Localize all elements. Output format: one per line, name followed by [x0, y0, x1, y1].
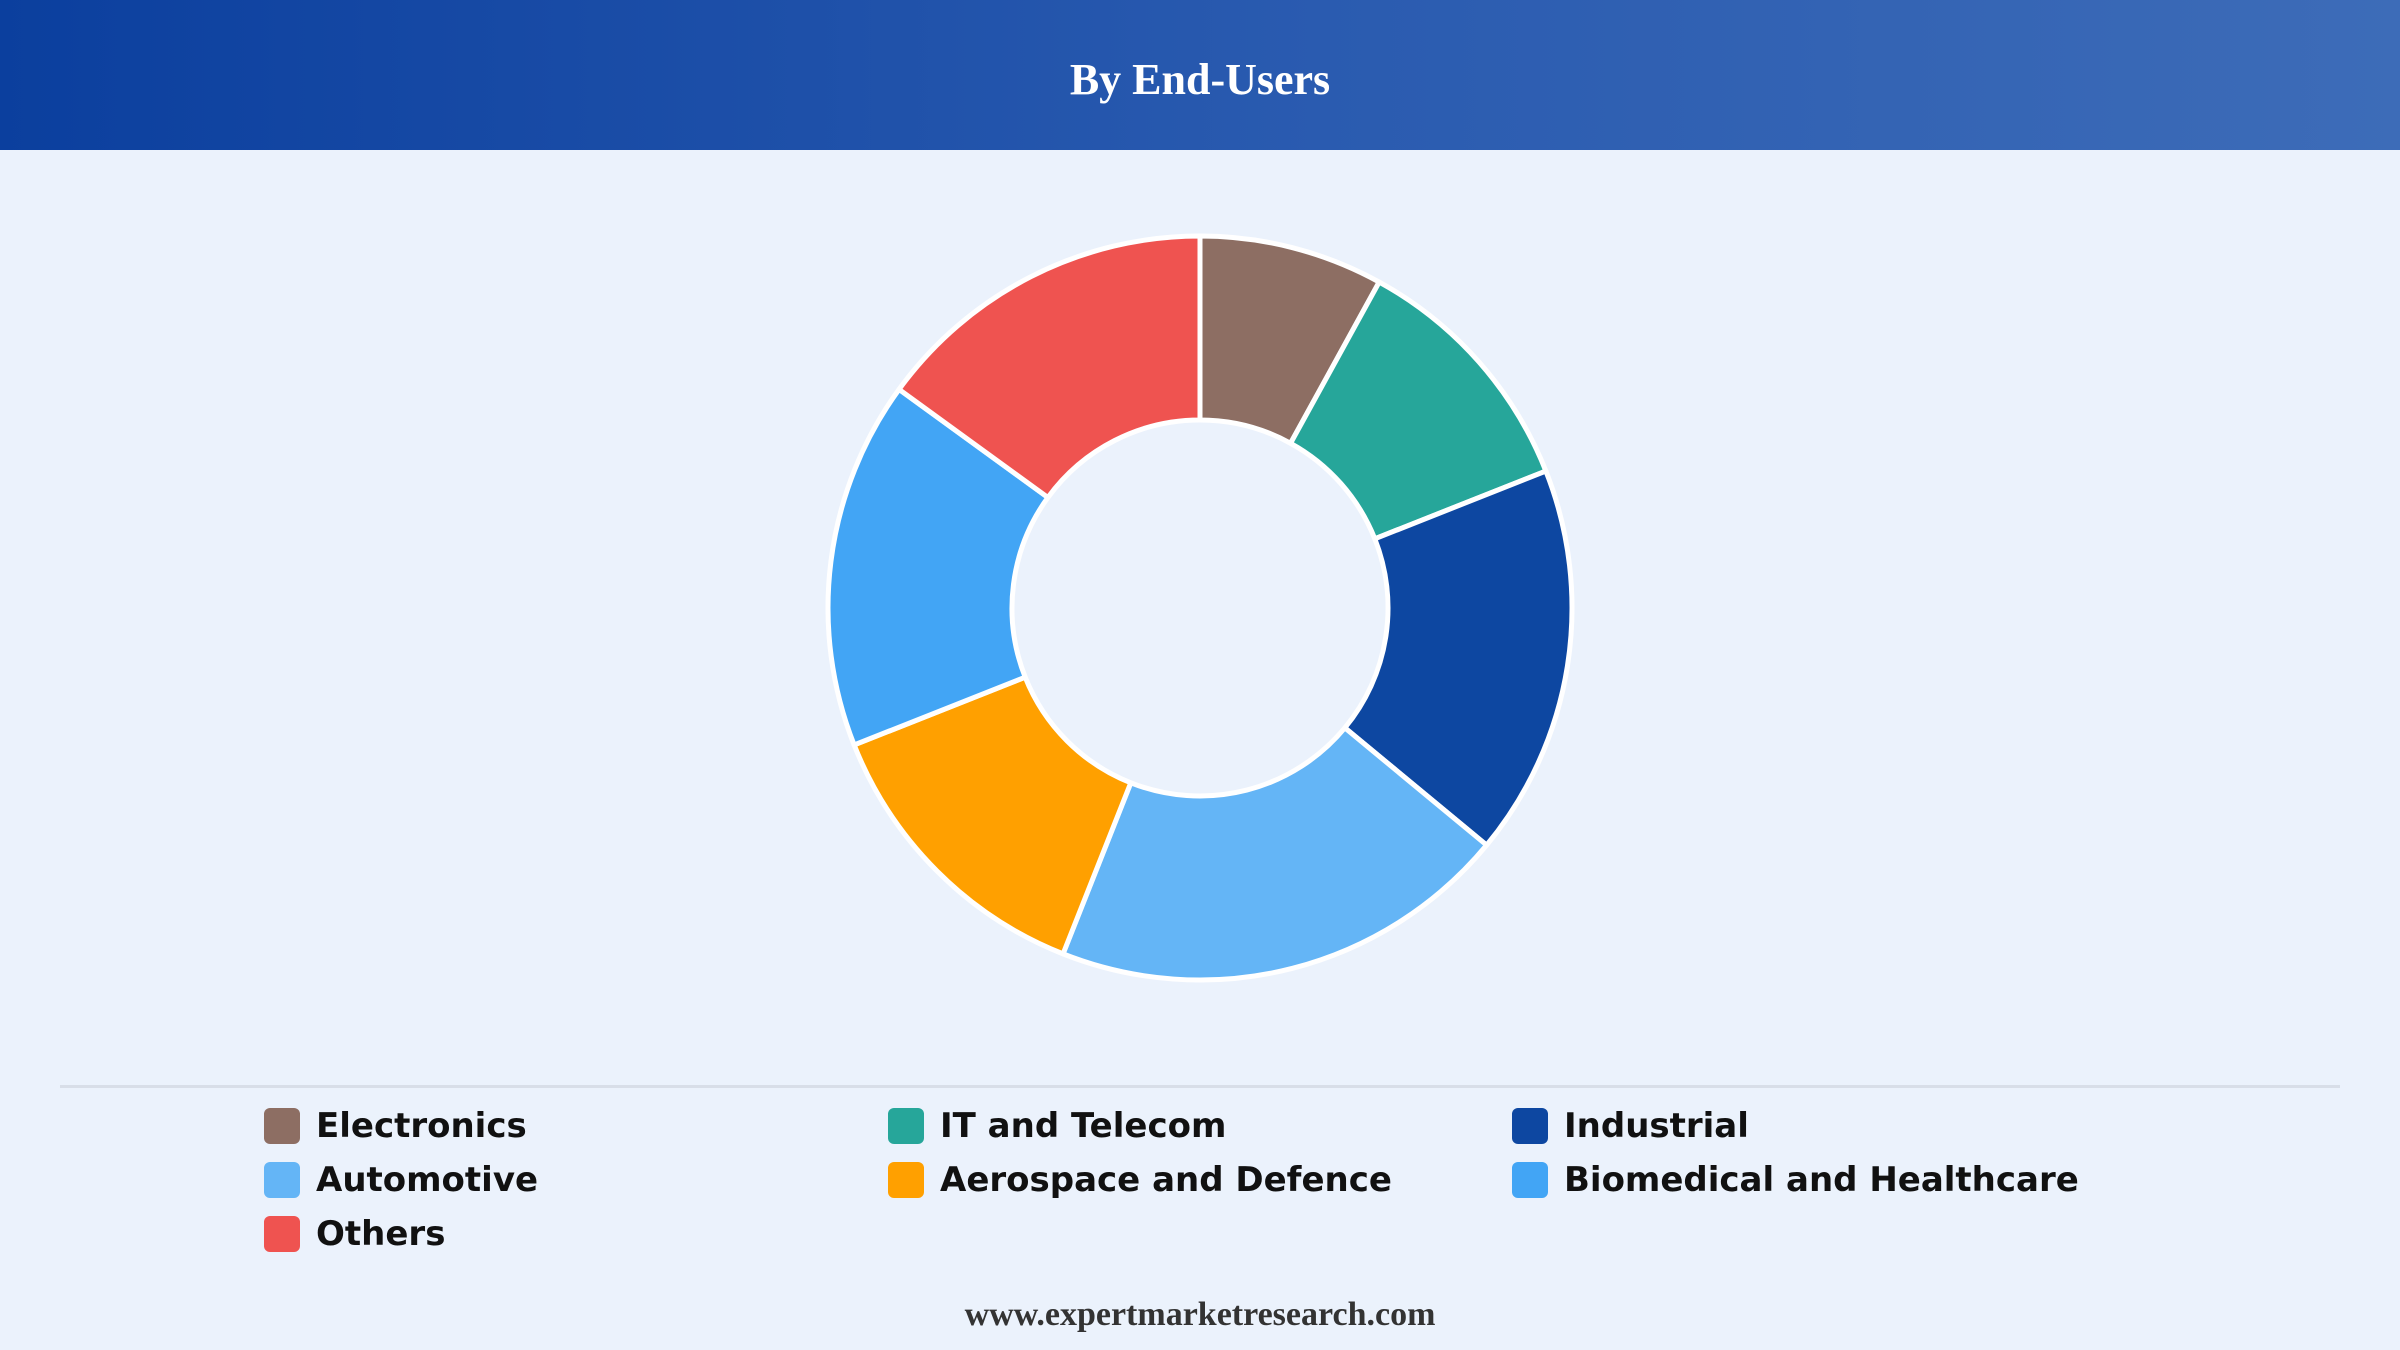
legend-swatch — [888, 1108, 924, 1144]
legend-item-aerospace-and-defence[interactable]: Aerospace and Defence — [888, 1153, 1512, 1207]
donut-slice-aerospace-and-defence[interactable] — [851, 674, 1134, 957]
donut-slice-biomedical-and-healthcare[interactable] — [825, 386, 1051, 748]
legend-swatch — [264, 1108, 300, 1144]
legend-item-electronics[interactable]: Electronics — [264, 1099, 888, 1153]
legend-swatch — [264, 1216, 300, 1252]
donut-slice-automotive[interactable] — [1060, 725, 1490, 983]
legend-swatch — [264, 1162, 300, 1198]
legend-item-industrial[interactable]: Industrial — [1512, 1099, 2164, 1153]
legend-label: Others — [316, 1214, 446, 1254]
source-footer: www.expertmarketresearch.com — [964, 1296, 1436, 1333]
chart-title: By End-Users — [1069, 55, 1331, 104]
legend-label: Electronics — [316, 1106, 527, 1146]
legend-label: IT and Telecom — [940, 1106, 1227, 1146]
legend-swatch — [1512, 1162, 1548, 1198]
legend-item-others[interactable]: Others — [264, 1207, 888, 1261]
legend-swatch — [1512, 1108, 1548, 1144]
legend-item-biomedical-and-healthcare[interactable]: Biomedical and Healthcare — [1512, 1153, 2164, 1207]
legend-item-automotive[interactable]: Automotive — [264, 1153, 888, 1207]
donut-chart — [825, 233, 1575, 983]
chart-legend: Electronics IT and Telecom Industrial Au… — [264, 1099, 2164, 1261]
legend-label: Industrial — [1564, 1106, 1749, 1146]
legend-divider — [60, 1085, 2340, 1088]
legend-item-it-and-telecom[interactable]: IT and Telecom — [888, 1099, 1512, 1153]
donut-slice-industrial[interactable] — [1342, 468, 1575, 848]
legend-label: Automotive — [316, 1160, 539, 1200]
legend-label: Biomedical and Healthcare — [1564, 1160, 2079, 1200]
legend-swatch — [888, 1162, 924, 1198]
legend-label: Aerospace and Defence — [940, 1160, 1392, 1200]
header-bar: By End-Users — [0, 0, 2400, 150]
donut-slice-others[interactable] — [896, 233, 1203, 500]
